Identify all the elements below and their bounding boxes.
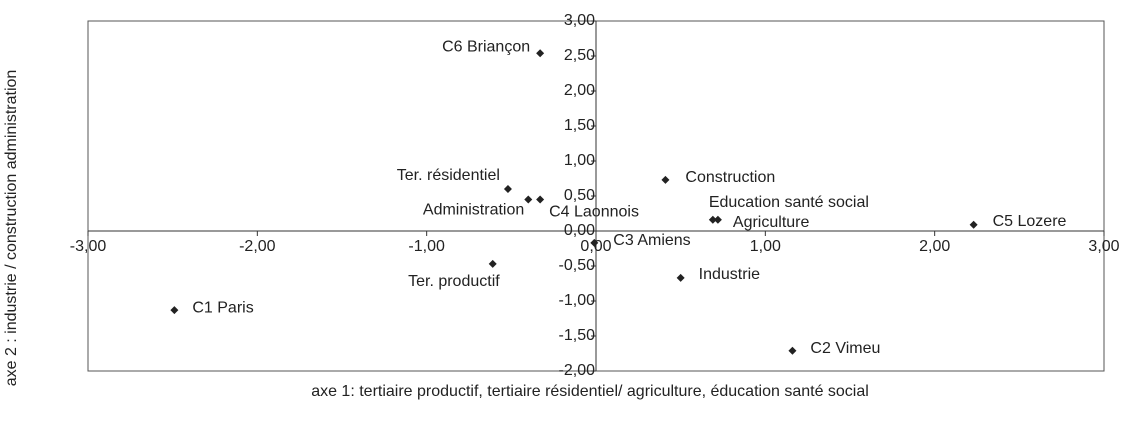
point-label: Ter. résidentiel [397, 167, 500, 184]
point [661, 175, 670, 184]
x-tick-label: 0,00 [580, 238, 611, 255]
x-tick-label: 1,00 [750, 238, 781, 255]
point [969, 220, 978, 229]
point-label: Industrie [699, 266, 760, 283]
point-label: C1 Paris [192, 299, 253, 316]
y-tick-label: 2,50 [564, 47, 595, 64]
point-label: Construction [685, 169, 775, 186]
point [536, 49, 545, 58]
y-tick-label: 3,00 [564, 12, 595, 29]
point-label: Ter. productif [408, 273, 500, 290]
point [713, 215, 722, 224]
y-tick-label: -2,00 [559, 362, 596, 379]
point-label: C2 Vimeu [810, 340, 880, 357]
point [536, 195, 545, 204]
point-label: C3 Amiens [613, 232, 690, 249]
y-tick-label: -1,50 [559, 327, 596, 344]
y-tick-label: 2,00 [564, 82, 595, 99]
point [488, 259, 497, 268]
y-tick-label: -1,00 [559, 292, 596, 309]
x-tick-label: 3,00 [1088, 238, 1119, 255]
point-label: C6 Briançon [442, 38, 530, 55]
point [708, 215, 717, 224]
x-tick-label: -1,00 [408, 238, 445, 255]
x-tick-label: -2,00 [239, 238, 276, 255]
point [590, 238, 599, 247]
y-tick-label: 0,00 [564, 222, 595, 239]
point-label: Education santé social [709, 194, 869, 211]
point [170, 306, 179, 315]
y-tick-label: 1,50 [564, 117, 595, 134]
point-label: Agriculture [733, 214, 810, 231]
point [676, 273, 685, 282]
point-label: Administration [423, 202, 524, 219]
point [503, 185, 512, 193]
point-label: C5 Lozere [993, 213, 1067, 230]
y-tick-label: 1,00 [564, 152, 595, 169]
y-tick-label: -0,50 [559, 257, 596, 274]
x-axis-label: axe 1: tertiaire productif, tertiaire ré… [311, 383, 869, 400]
point [788, 346, 797, 355]
y-axis-label: axe 2 : industrie / construction adminis… [3, 70, 20, 387]
x-tick-label: -3,00 [70, 238, 107, 255]
y-tick-label: 0,50 [564, 187, 595, 204]
x-tick-label: 2,00 [919, 238, 950, 255]
point [524, 195, 533, 204]
point-label: C4 Laonnois [549, 204, 639, 221]
